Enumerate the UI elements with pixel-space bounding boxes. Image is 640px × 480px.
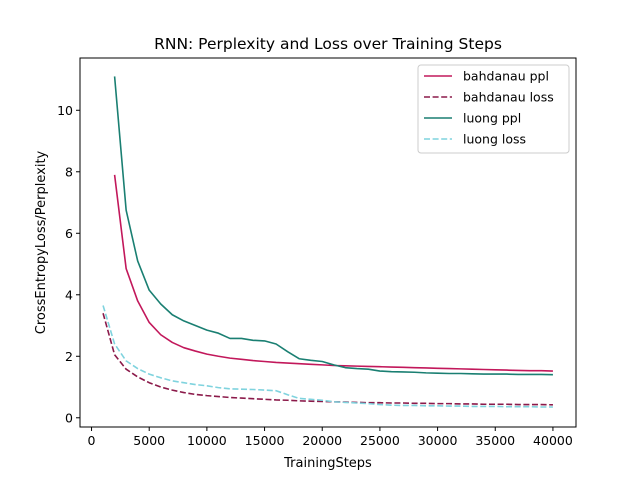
x-tick-label: 40000 (533, 433, 573, 448)
x-tick-label: 15000 (245, 433, 285, 448)
legend: bahdanau ppl bahdanau loss luong ppl luong … (417, 64, 570, 154)
legend-label: bahdanau loss (463, 90, 554, 105)
series-line-luong-ppl (113, 76, 553, 376)
x-tick-label: 5000 (133, 433, 165, 448)
y-tick-label: 6 (65, 226, 73, 241)
x-tick-label: 35000 (475, 433, 515, 448)
series-line-luong-loss (102, 305, 553, 408)
y-axis-label: CrossEntropyLoss/Perplexity (34, 150, 49, 334)
plot-frame (79, 57, 577, 428)
x-tick-label: 25000 (360, 433, 400, 448)
y-tick-label: 2 (65, 349, 73, 364)
legend-box (417, 64, 570, 154)
legend-label: luong ppl (463, 111, 521, 126)
legend-label: luong loss (463, 132, 526, 147)
x-tick-label: 30000 (418, 433, 458, 448)
plot-lines (102, 76, 553, 408)
legend-label: bahdanau ppl (463, 69, 549, 84)
y-tick-label: 4 (65, 287, 73, 302)
x-tick-label: 20000 (302, 433, 342, 448)
x-tick-label: 10000 (187, 433, 227, 448)
y-tick-label: 10 (57, 103, 73, 118)
y-tick-label: 8 (65, 164, 73, 179)
x-tick-label: 0 (88, 433, 96, 448)
x-axis-label: TrainingSteps (283, 456, 372, 471)
x-axis-ticks: 0 5000 10000 15000 20000 25000 30000 35000 40000 (88, 427, 573, 448)
y-tick-label: 0 (65, 410, 73, 425)
chart-title: RNN: Perplexity and Loss over Training S… (154, 35, 502, 53)
y-axis-ticks: 0 2 4 6 8 10 (57, 103, 80, 425)
